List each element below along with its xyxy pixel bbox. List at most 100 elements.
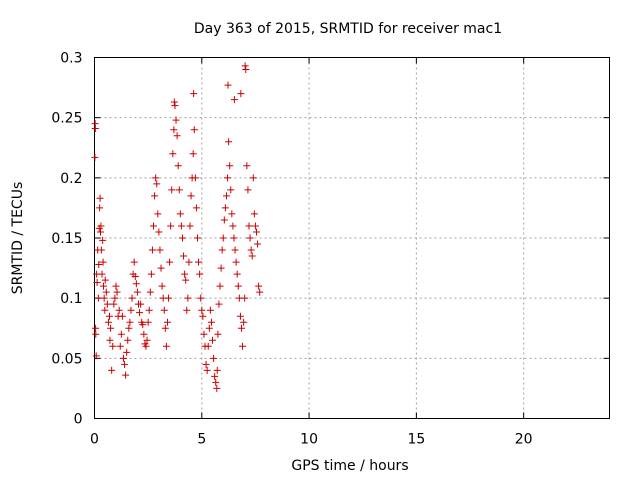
data-point bbox=[97, 228, 105, 236]
data-point bbox=[244, 186, 252, 194]
data-point bbox=[127, 306, 135, 314]
data-point bbox=[256, 288, 264, 296]
data-point bbox=[182, 276, 190, 284]
data-point bbox=[91, 124, 99, 132]
data-point bbox=[145, 306, 153, 314]
data-point bbox=[148, 246, 156, 254]
data-point bbox=[174, 162, 182, 170]
data-point bbox=[243, 162, 251, 170]
data-point bbox=[190, 126, 198, 134]
data-point bbox=[196, 270, 204, 278]
data-point bbox=[104, 318, 112, 326]
data-point bbox=[116, 342, 124, 350]
data-point bbox=[125, 324, 133, 332]
data-point bbox=[97, 246, 105, 254]
data-point bbox=[228, 210, 236, 218]
data-point bbox=[170, 98, 178, 106]
data-point bbox=[130, 258, 138, 266]
data-point bbox=[229, 222, 237, 230]
data-point bbox=[122, 371, 130, 379]
data-point bbox=[191, 174, 199, 182]
data-point bbox=[241, 294, 249, 302]
data-point bbox=[206, 306, 214, 314]
data-point bbox=[96, 194, 104, 202]
data-point bbox=[103, 300, 111, 308]
y-tick-label: 0 bbox=[74, 412, 83, 428]
data-point bbox=[169, 150, 177, 158]
data-point bbox=[146, 288, 154, 296]
data-point bbox=[250, 210, 258, 218]
data-point bbox=[218, 246, 226, 254]
axis-ticks bbox=[94, 57, 610, 419]
data-point bbox=[152, 174, 160, 182]
data-point bbox=[153, 180, 161, 188]
data-point bbox=[93, 279, 101, 287]
data-point bbox=[249, 174, 257, 182]
data-point bbox=[99, 258, 107, 266]
data-point bbox=[121, 360, 129, 368]
data-point bbox=[170, 126, 178, 134]
data-point bbox=[253, 228, 261, 236]
data-point bbox=[108, 366, 116, 374]
x-tick-label: 0 bbox=[90, 432, 99, 448]
data-point bbox=[126, 318, 134, 326]
data-point bbox=[111, 294, 119, 302]
data-point bbox=[185, 258, 193, 266]
data-point bbox=[226, 162, 234, 170]
data-point bbox=[107, 324, 115, 332]
data-point bbox=[230, 96, 238, 104]
data-point bbox=[240, 318, 248, 326]
data-point bbox=[205, 324, 213, 332]
data-point bbox=[117, 330, 125, 338]
data-point bbox=[241, 62, 249, 70]
data-point bbox=[214, 330, 222, 338]
data-point bbox=[220, 216, 228, 224]
y-tick-label: 0.2 bbox=[60, 171, 82, 187]
data-point bbox=[100, 294, 108, 302]
data-point bbox=[197, 294, 205, 302]
data-point bbox=[100, 282, 108, 290]
data-point bbox=[251, 222, 259, 230]
data-point bbox=[124, 336, 132, 344]
data-point bbox=[237, 324, 245, 332]
data-point bbox=[132, 280, 140, 288]
grid-lines bbox=[94, 57, 610, 419]
data-point bbox=[166, 258, 174, 266]
data-point bbox=[178, 234, 186, 242]
data-point bbox=[99, 236, 107, 244]
data-point bbox=[177, 222, 185, 230]
data-point bbox=[210, 354, 218, 362]
data-point bbox=[101, 306, 109, 314]
data-points bbox=[91, 62, 264, 392]
data-point bbox=[172, 116, 180, 124]
data-point bbox=[200, 330, 208, 338]
data-point bbox=[195, 258, 203, 266]
data-point bbox=[247, 246, 255, 254]
data-point bbox=[190, 90, 198, 98]
data-point bbox=[202, 360, 210, 368]
data-point bbox=[175, 186, 183, 194]
data-point bbox=[113, 288, 121, 296]
data-point bbox=[140, 330, 148, 338]
data-point bbox=[101, 276, 109, 284]
data-point bbox=[231, 246, 239, 254]
data-point bbox=[118, 312, 126, 320]
data-point bbox=[95, 260, 103, 268]
y-tick-label: 0.25 bbox=[51, 111, 82, 127]
data-point bbox=[189, 150, 197, 158]
data-point bbox=[204, 342, 212, 350]
data-point bbox=[180, 252, 188, 260]
data-point bbox=[212, 378, 220, 386]
data-point bbox=[221, 204, 229, 212]
data-point bbox=[92, 324, 100, 332]
data-point bbox=[97, 222, 105, 230]
x-tick-label: 20 bbox=[515, 432, 533, 448]
data-point bbox=[224, 81, 232, 89]
data-point bbox=[199, 312, 207, 320]
data-point bbox=[184, 294, 192, 302]
data-point bbox=[222, 192, 230, 200]
data-point bbox=[161, 324, 169, 332]
data-point bbox=[137, 300, 145, 308]
y-tick-label: 0.15 bbox=[51, 231, 82, 247]
data-point bbox=[92, 330, 100, 338]
